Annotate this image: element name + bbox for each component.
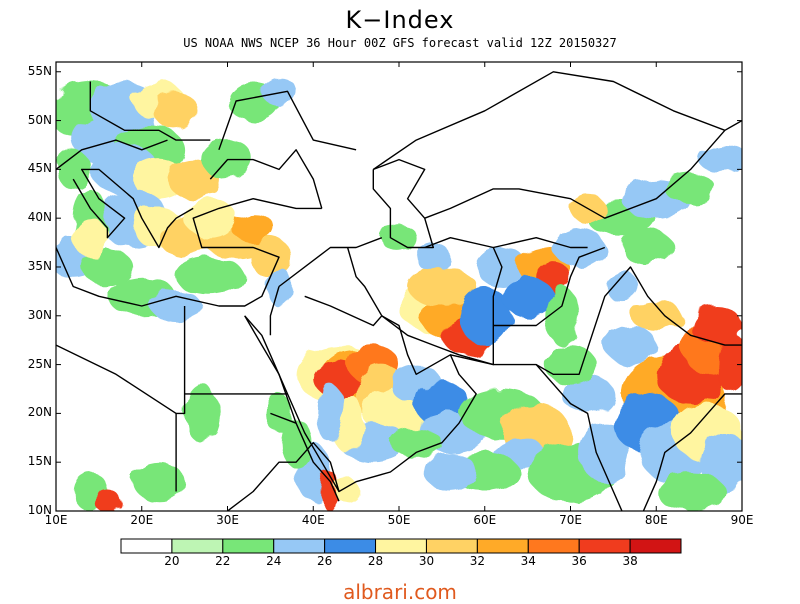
x-tick-label: 60E (473, 513, 497, 527)
colorbar-label: 36 (571, 554, 587, 568)
y-tick-label: 45N (27, 161, 52, 176)
chart-subtitle: US NOAA NWS NCEP 36 Hour 00Z GFS forecas… (183, 36, 617, 50)
colorbar-label: 32 (469, 554, 485, 568)
colorbar-label: 34 (520, 554, 536, 568)
colorbar-swatch (375, 538, 427, 554)
y-tick-label: 10N (27, 503, 52, 517)
x-tick-label: 80E (644, 513, 668, 527)
y-tick-label: 30N (27, 307, 52, 322)
y-tick-label: 25N (27, 356, 52, 371)
y-tick-label: 50N (27, 112, 52, 127)
colorbar-label: 30 (418, 554, 435, 568)
colorbar-label: 38 (622, 554, 638, 568)
colorbar-swatch (425, 538, 478, 554)
colorbar-swatch (578, 538, 631, 554)
y-tick-label: 40N (27, 210, 52, 225)
y-tick-label: 15N (27, 454, 52, 469)
chart-title: K−Index (345, 6, 455, 34)
y-tick-label: 35N (27, 258, 52, 273)
colorbar-label: 20 (164, 554, 180, 568)
colorbar-label: 22 (215, 554, 231, 568)
y-tick-label: 55N (27, 63, 52, 78)
colorbar-label: 28 (367, 554, 384, 568)
colorbar (120, 538, 682, 554)
colorbar-swatch (527, 538, 580, 554)
watermark-text: albrari.com (343, 580, 457, 604)
colorbar-label: 24 (266, 554, 282, 568)
y-tick-label: 20N (27, 405, 52, 420)
x-tick-label: 40E (301, 513, 325, 527)
colorbar-label: 26 (316, 554, 333, 568)
x-tick-label: 30E (216, 513, 239, 527)
colorbar-swatch (171, 538, 224, 554)
colorbar-swatch (324, 538, 377, 554)
x-tick-label: 20E (130, 513, 154, 527)
x-tick-label: 90E (730, 513, 754, 527)
x-tick-label: 50E (387, 513, 411, 527)
x-tick-label: 70E (559, 513, 582, 527)
colorbar-swatch (120, 538, 173, 554)
colorbar-swatch (273, 538, 326, 554)
colorbar-swatch (222, 538, 275, 554)
x-tick-label: 10E (44, 513, 68, 527)
colorbar-swatch (476, 538, 529, 554)
plot-area (56, 62, 742, 511)
coastlines-borders (56, 71, 742, 511)
colorbar-swatch (629, 538, 682, 554)
